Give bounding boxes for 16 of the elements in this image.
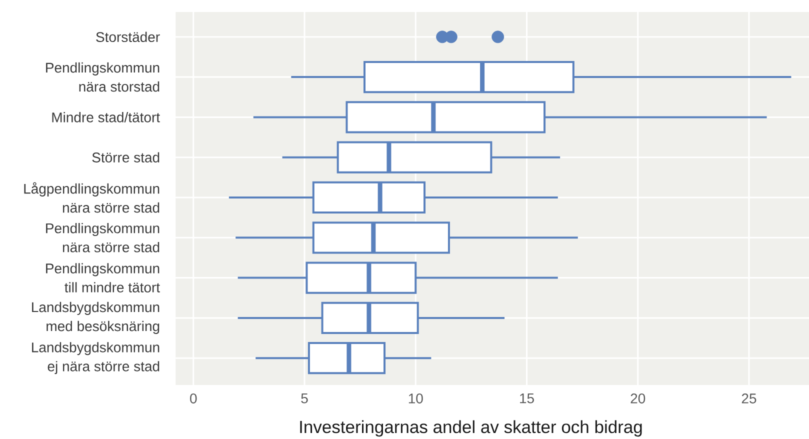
x-tick-label: 10 [408,394,423,404]
y-tick-label: Mindre stad/tätort [52,112,160,122]
y-tick-label: Landsbygdskommun ej nära större stad [32,342,160,374]
y-tick-label: Lågpendlingskommun nära större stad [24,182,160,213]
y-tick-label: Pendlingskommun till mindre tätort [46,263,160,292]
x-tick-label: 0 [190,394,197,404]
x-tick-label: 25 [742,394,756,404]
y-tick-label: Större stad [92,152,160,162]
x-tick-label: 5 [301,394,308,404]
y-tick-label: Landsbygdskommun med besöksnäring [32,302,160,334]
y-tick-label: Pendlingskommun nära större stad [46,223,160,252]
x-tick-label: 20 [630,394,646,404]
x-tick-label: 15 [520,394,534,404]
y-tick-label: Storstäder [96,32,160,42]
x-axis-title: Investeringarnas andel av skatter och bidrag [300,420,642,437]
y-tick-label: Pendlingskommun nära storstad [46,62,160,92]
